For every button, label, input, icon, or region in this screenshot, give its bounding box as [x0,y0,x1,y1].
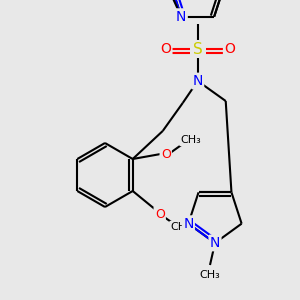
Text: CH₃: CH₃ [200,270,220,280]
Text: N: N [176,10,186,24]
Text: S: S [193,41,202,56]
Text: O: O [160,42,171,56]
Text: N: N [183,217,194,231]
Text: N: N [210,236,220,250]
Text: O: O [155,208,165,220]
Text: O: O [224,42,235,56]
Text: O: O [161,148,171,160]
Text: CH₃: CH₃ [170,222,191,232]
Text: CH₃: CH₃ [180,135,201,145]
Text: N: N [193,74,203,88]
